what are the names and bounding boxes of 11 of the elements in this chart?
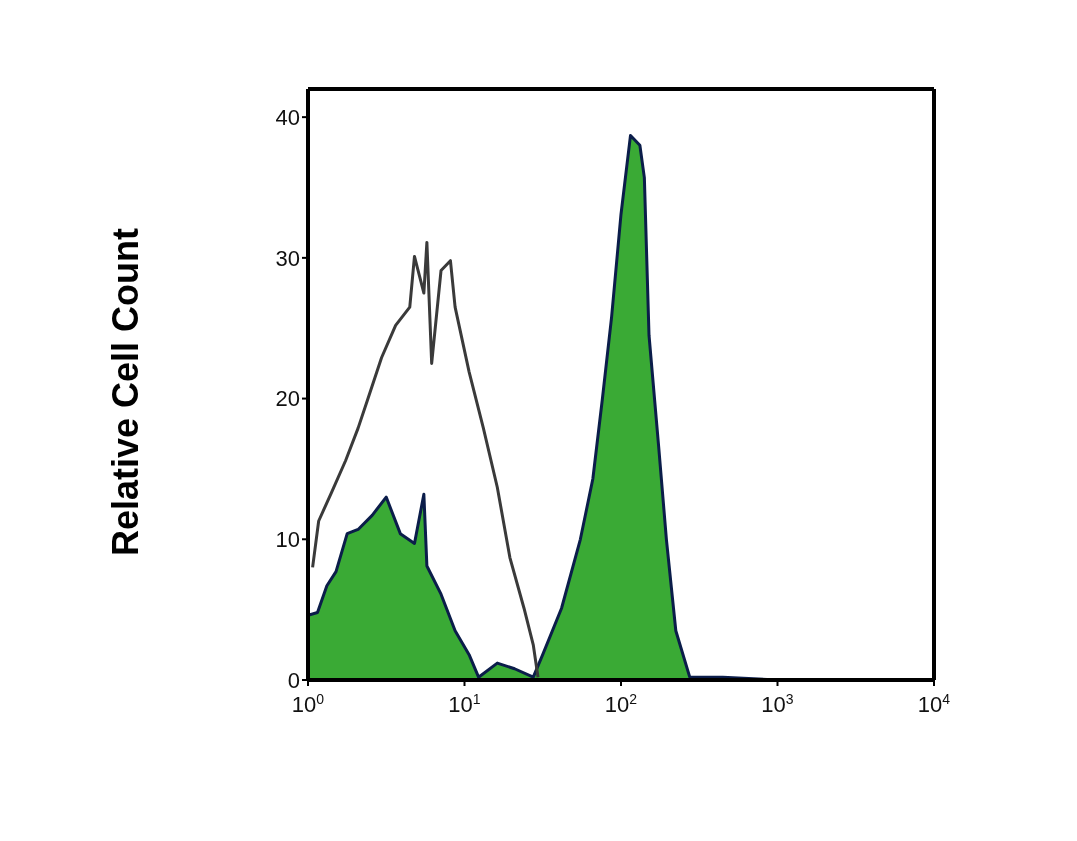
y-tick-label: 10	[275, 527, 300, 553]
x-tick-label: 10$^{2}$	[604, 691, 638, 717]
y-tick-label: 20	[275, 386, 300, 412]
x-tick-label: 10$^{1}$	[448, 691, 481, 717]
x-tick-label: 10$^{0}$	[291, 691, 325, 717]
y-tick-label: 40	[275, 104, 300, 130]
y-tick-label: 0	[287, 667, 300, 693]
y-tick-label: 30	[275, 245, 300, 271]
x-tick-label: 10$^{3}$	[761, 691, 794, 717]
y-axis-title: Relative Cell Count	[105, 227, 147, 557]
x-tick-label: 10$^{4}$	[917, 691, 951, 717]
